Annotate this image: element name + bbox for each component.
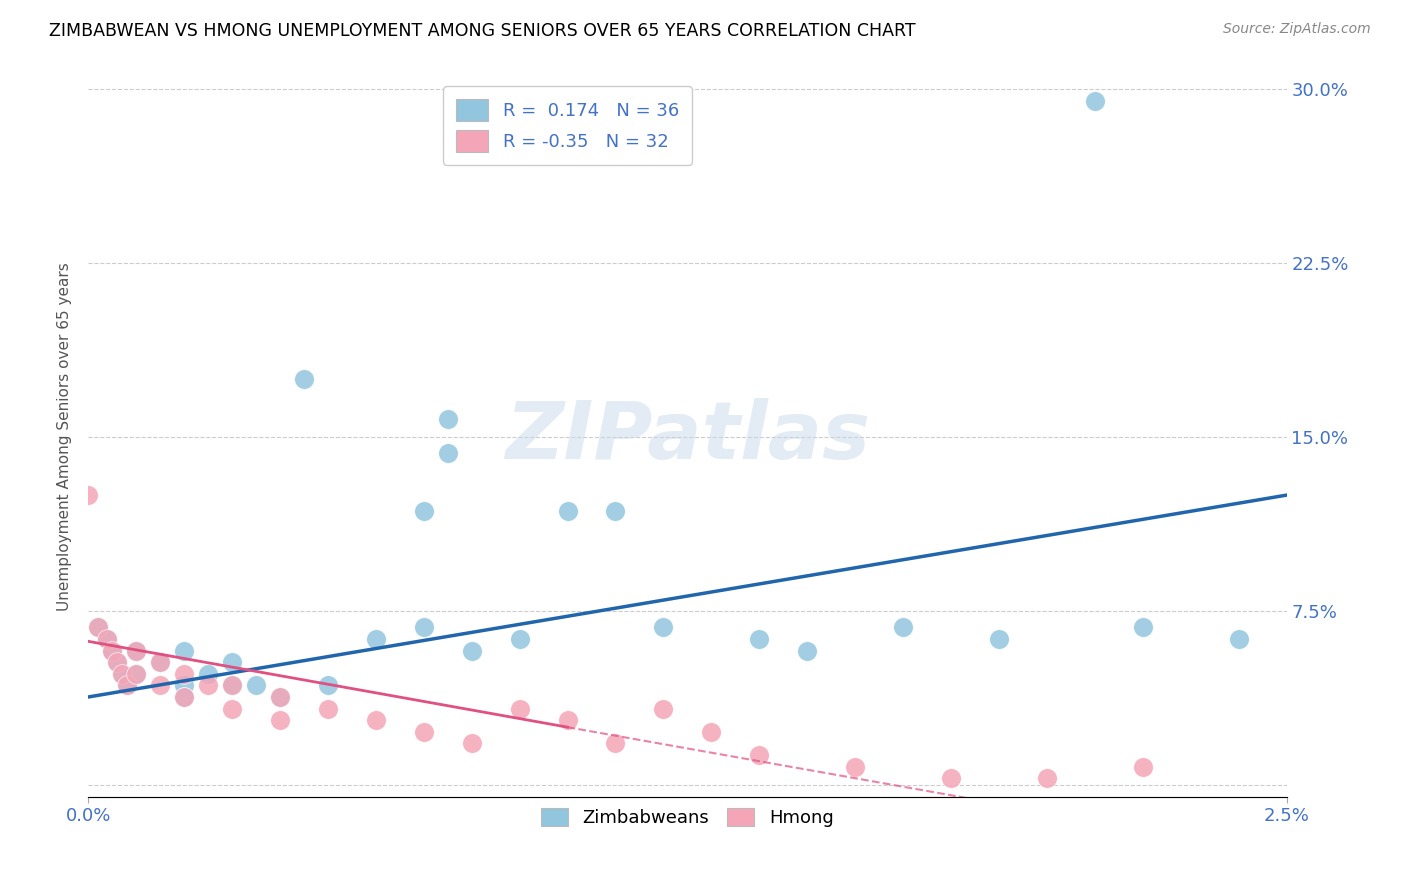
Point [412,620,434,634]
Text: Source: ZipAtlas.com: Source: ZipAtlas.com [1223,22,1371,37]
Point [101,643,124,657]
Point [221,678,243,692]
Point [115,678,138,692]
Point [460,736,482,750]
Point [115,678,138,692]
Point [197,678,219,692]
Point [436,446,458,460]
Point [748,747,770,762]
Point [221,678,243,692]
Point [77,488,100,502]
Point [87,620,110,634]
Legend: Zimbabweans, Hmong: Zimbabweans, Hmong [534,801,841,835]
Point [460,643,482,657]
Point [557,713,579,727]
Point [1132,620,1154,634]
Point [105,655,128,669]
Point [557,504,579,518]
Point [364,632,387,646]
Point [292,372,315,386]
Point [173,643,195,657]
Point [149,655,172,669]
Point [1036,771,1059,785]
Point [1132,759,1154,773]
Point [891,620,914,634]
Point [412,504,434,518]
Point [125,666,148,681]
Point [173,690,195,704]
Point [436,411,458,425]
Point [796,643,818,657]
Point [111,666,134,681]
Point [101,643,124,657]
Point [412,724,434,739]
Point [245,678,267,692]
Point [125,643,148,657]
Point [316,678,339,692]
Point [269,690,291,704]
Point [96,632,118,646]
Point [316,701,339,715]
Point [269,713,291,727]
Point [987,632,1010,646]
Point [221,655,243,669]
Point [173,678,195,692]
Point [1084,94,1107,108]
Point [700,724,723,739]
Point [96,632,118,646]
Point [364,713,387,727]
Y-axis label: Unemployment Among Seniors over 65 years: Unemployment Among Seniors over 65 years [58,263,72,612]
Point [125,666,148,681]
Point [509,701,531,715]
Point [149,655,172,669]
Point [173,690,195,704]
Point [652,620,675,634]
Point [509,632,531,646]
Point [269,690,291,704]
Point [149,678,172,692]
Point [105,655,128,669]
Point [605,736,627,750]
Point [844,759,866,773]
Point [748,632,770,646]
Point [111,666,134,681]
Text: ZIPatlas: ZIPatlas [505,398,870,476]
Point [605,504,627,518]
Text: ZIMBABWEAN VS HMONG UNEMPLOYMENT AMONG SENIORS OVER 65 YEARS CORRELATION CHART: ZIMBABWEAN VS HMONG UNEMPLOYMENT AMONG S… [49,22,915,40]
Point [939,771,962,785]
Point [652,701,675,715]
Point [1227,632,1250,646]
Point [87,620,110,634]
Point [221,701,243,715]
Point [125,643,148,657]
Point [197,666,219,681]
Point [173,666,195,681]
